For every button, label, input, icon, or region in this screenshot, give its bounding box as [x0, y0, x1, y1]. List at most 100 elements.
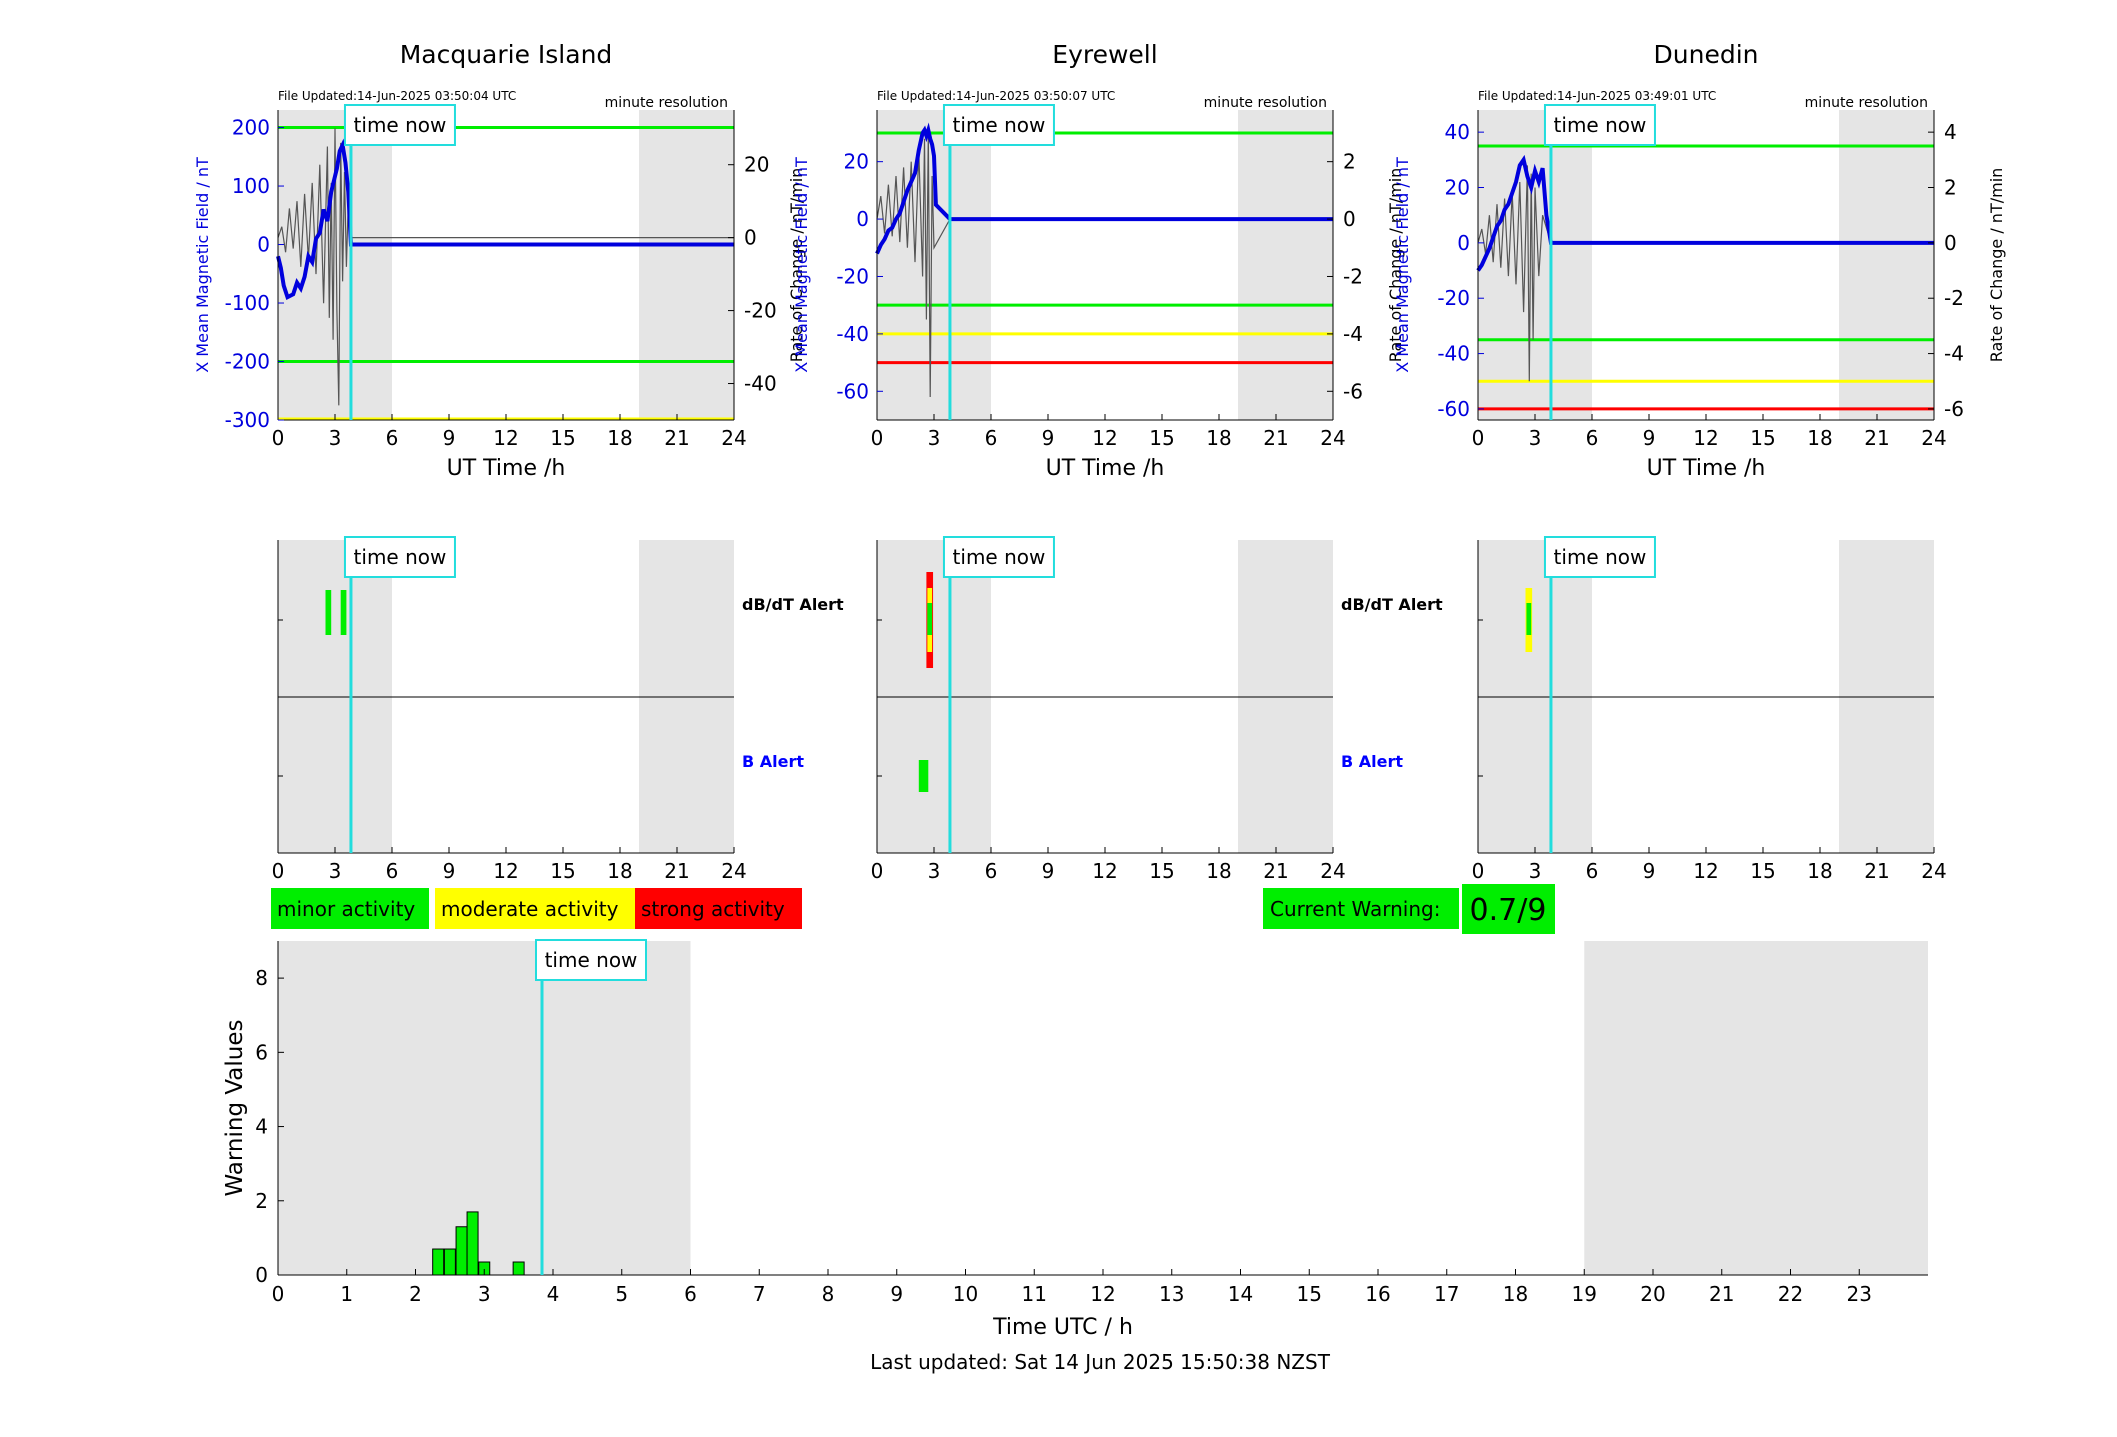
right-y-tick-label: 2: [1944, 176, 1957, 200]
b-alert-label: B Alert: [1341, 752, 1403, 771]
x-tick-label: 15: [1750, 426, 1775, 450]
x-tick-label: 18: [1503, 1282, 1528, 1306]
left-y-tick-label: -300: [225, 408, 270, 432]
x-tick-label: 15: [1750, 859, 1775, 883]
file-updated-text: File Updated:14-Jun-2025 03:49:01 UTC: [1478, 89, 1716, 103]
warning-bar: [512, 1261, 525, 1276]
current-warning-label: Current Warning:: [1270, 897, 1440, 921]
x-axis-label: UT Time /h: [1046, 456, 1165, 481]
x-tick-label: 12: [1092, 859, 1117, 883]
x-tick-label: 6: [1586, 426, 1599, 450]
night-shade: [1584, 941, 1928, 1275]
y-axis-label: Warning Values: [222, 1019, 248, 1196]
x-tick-label: 3: [928, 426, 941, 450]
x-tick-label: 3: [329, 859, 342, 883]
x-tick-label: 22: [1778, 1282, 1803, 1306]
right-y-tick-label: 0: [744, 226, 757, 250]
rate-of-change-series: [876, 132, 1333, 398]
x-tick-label: 9: [1643, 426, 1656, 450]
left-y-tick-label: -200: [225, 350, 270, 374]
x-tick-label: 6: [985, 426, 998, 450]
dbdt-alert-label: dB/dT Alert: [742, 595, 844, 614]
x-tick-label: 18: [1807, 426, 1832, 450]
left-y-tick-label: 40: [1445, 120, 1470, 144]
y-tick-label: 8: [255, 966, 268, 990]
b-alert-mark: [918, 760, 929, 792]
alert-plot-2: 0 3 6 9 12 15 18 21 24 time now: [1472, 536, 1947, 883]
right-y-tick-label: -20: [744, 299, 777, 323]
x-tick-label: 4: [547, 1282, 560, 1306]
x-tick-label: 21: [1709, 1282, 1734, 1306]
time-now-label: time now: [953, 545, 1046, 569]
y-tick-label: 0: [255, 1263, 268, 1287]
y-tick-label: 6: [255, 1040, 268, 1064]
time-now-label: time now: [1554, 113, 1647, 137]
dbdt-alert-label: dB/dT Alert: [1341, 595, 1443, 614]
right-y-tick-label: -6: [1343, 379, 1363, 403]
left-y-tick-label: -20: [1437, 286, 1470, 310]
x-tick-label: 9: [1042, 426, 1055, 450]
file-updated-text: File Updated:14-Jun-2025 03:50:07 UTC: [877, 89, 1115, 103]
x-axis-label: UT Time /h: [1647, 456, 1766, 481]
left-y-axis-label: X Mean Magnetic Field / nT: [193, 157, 212, 373]
x-tick-label: 1: [340, 1282, 353, 1306]
right-y-tick-label: -2: [1343, 264, 1363, 288]
x-tick-label: 6: [1586, 859, 1599, 883]
time-now-label-box: [942, 104, 1055, 146]
x-tick-label: 24: [1921, 426, 1946, 450]
alert-plots: 0 3 6 9 12 15 18 21 24 dB/dT Alert B Alert time now…: [272, 536, 1947, 883]
left-y-tick-label: -20: [836, 264, 869, 288]
time-now-label-box: [535, 939, 647, 981]
x-tick-label: 0: [1472, 426, 1485, 450]
legend-label: strong activity: [641, 897, 785, 921]
x-tick-label: 21: [664, 859, 689, 883]
right-y-axis-label: Rate of Change / nT/min: [1987, 168, 2006, 363]
x-tick-label: 10: [953, 1282, 978, 1306]
x-axis-label: Time UTC / h: [992, 1315, 1133, 1340]
dbdt-alert-mark: [1526, 603, 1532, 635]
warning-bar: [443, 1248, 456, 1276]
right-y-tick-label: -4: [1944, 342, 1964, 366]
x-tick-label: 17: [1434, 1282, 1459, 1306]
time-now-label-box: [1543, 104, 1656, 146]
left-y-tick-label: 0: [257, 233, 270, 257]
x-tick-label: 9: [890, 1282, 903, 1306]
x-tick-label: 18: [607, 426, 632, 450]
left-y-tick-label: 0: [1457, 231, 1470, 255]
y-tick-label: 4: [255, 1115, 268, 1139]
x-tick-label: 12: [1693, 859, 1718, 883]
right-y-tick-label: -40: [744, 372, 777, 396]
x-tick-label: 7: [753, 1282, 766, 1306]
night-shade: [1238, 110, 1333, 420]
station-plot-0: Macquarie Island File Updated:14-Jun-2025…: [193, 40, 806, 481]
x-tick-label: 18: [1206, 426, 1231, 450]
current-warning-value: 0.7/9: [1470, 893, 1547, 928]
night-shade: [1478, 110, 1592, 420]
b-alert-label: B Alert: [742, 752, 804, 771]
resolution-text: minute resolution: [1805, 95, 1928, 111]
x-tick-label: 12: [1090, 1282, 1115, 1306]
current-warning-value-box: [1462, 884, 1555, 934]
x-tick-label: 3: [329, 426, 342, 450]
x-tick-label: 0: [871, 859, 884, 883]
x-tick-label: 12: [493, 426, 518, 450]
station-title: Macquarie Island: [400, 40, 613, 69]
file-updated-text: File Updated:14-Jun-2025 03:50:04 UTC: [278, 89, 516, 103]
time-now-label-box: [343, 536, 456, 578]
x-tick-label: 0: [1472, 859, 1485, 883]
x-tick-label: 0: [272, 426, 285, 450]
right-y-tick-label: -2: [1944, 286, 1964, 310]
x-tick-label: 12: [1092, 426, 1117, 450]
x-tick-label: 11: [1022, 1282, 1047, 1306]
x-tick-label: 21: [664, 426, 689, 450]
x-tick-label: 6: [684, 1282, 697, 1306]
warning-bar: [455, 1226, 468, 1276]
x-tick-label: 3: [478, 1282, 491, 1306]
x-tick-label: 18: [607, 859, 632, 883]
time-now-label-box: [343, 104, 456, 146]
x-tick-label: 9: [443, 426, 456, 450]
right-y-tick-label: 2: [1343, 150, 1356, 174]
last-updated-text: Last updated: Sat 14 Jun 2025 15:50:38 N…: [870, 1350, 1331, 1374]
y-tick-label: 2: [255, 1189, 268, 1213]
right-y-axis-label: Rate of Change / nT/min: [787, 168, 806, 363]
